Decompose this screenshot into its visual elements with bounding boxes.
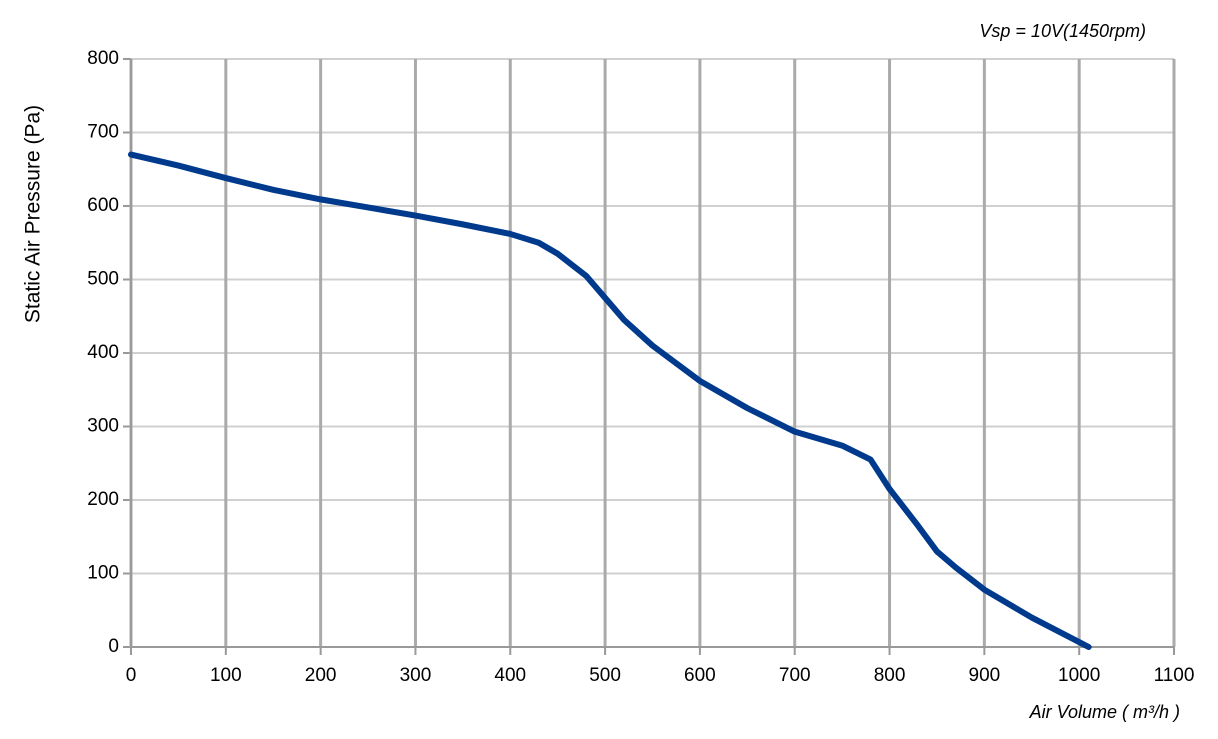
x-tick-label: 100	[210, 665, 242, 686]
x-tick-label: 300	[400, 665, 432, 686]
x-axis-label: Air Volume ( m³/h )	[1029, 702, 1180, 722]
y-tick-label: 300	[87, 416, 119, 437]
x-tick-label: 200	[305, 665, 337, 686]
y-tick-label: 500	[87, 269, 119, 290]
data-line	[128, 151, 1092, 650]
y-tick-label: 200	[87, 489, 119, 510]
y-tick-label: 0	[108, 636, 119, 657]
x-tick-label: 800	[874, 665, 906, 686]
y-tick-label: 400	[87, 342, 119, 363]
y-axis-label: Static Air Pressure (Pa)	[22, 105, 45, 323]
grid	[123, 58, 1176, 655]
x-tick-label: 0	[126, 665, 137, 686]
marks	[128, 151, 1092, 650]
x-tick-label: 500	[589, 665, 621, 686]
x-tick-label: 400	[494, 665, 526, 686]
x-tick-label: 600	[684, 665, 716, 686]
y-tick-label: 100	[87, 563, 119, 584]
x-tick-label: 900	[969, 665, 1001, 686]
y-tick-label: 800	[87, 48, 119, 69]
x-tick-label: 1000	[1058, 665, 1100, 686]
x-tick-label: 1100	[1154, 665, 1195, 686]
chart-title: Vsp = 10V(1450rpm)	[979, 21, 1146, 41]
y-tick-label: 600	[87, 195, 119, 216]
y-tick-label: 700	[87, 122, 119, 143]
x-tick-label: 700	[779, 665, 811, 686]
